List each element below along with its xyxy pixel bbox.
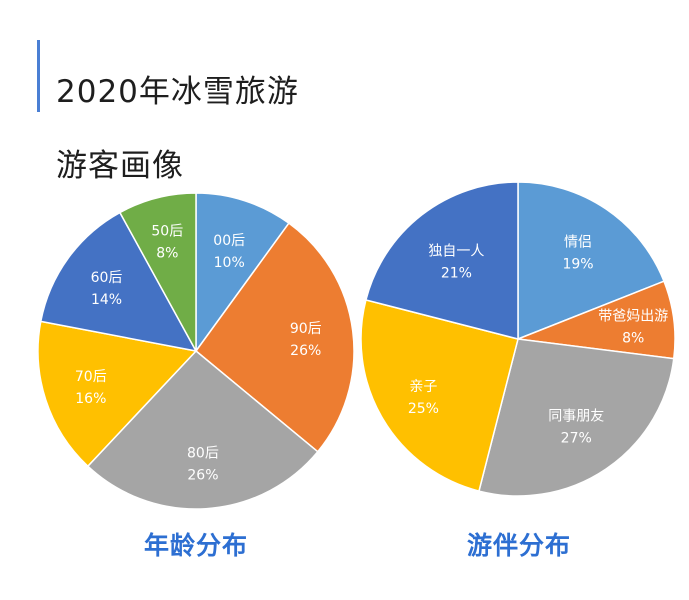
pie-slice <box>195 192 290 354</box>
title-line-2: 游客画像 <box>56 148 184 184</box>
pie-slice <box>517 181 665 341</box>
pie-slice <box>194 222 355 453</box>
slice-category-label: 情侣 <box>564 235 592 251</box>
slice-percent-label: 26% <box>187 467 218 483</box>
slice-percent-label: 26% <box>290 343 321 359</box>
pie-slice <box>39 211 198 353</box>
companion-chart-caption: 游伴分布 <box>466 531 571 560</box>
slice-percent-label: 21% <box>441 266 472 282</box>
title-accent-bar <box>37 40 40 112</box>
pie-slice <box>365 181 519 340</box>
age-chart-caption: 年龄分布 <box>143 531 248 560</box>
slice-percent-label: 8% <box>622 330 644 346</box>
pie-slice <box>360 299 519 492</box>
page-title: 2020年冰雪旅游 游客画像 <box>56 37 299 222</box>
pie-slice <box>118 192 197 352</box>
pie-slice <box>86 349 319 510</box>
slice-percent-label: 19% <box>562 257 593 273</box>
slice-percent-label: 27% <box>561 431 592 447</box>
slice-category-label: 60后 <box>91 270 123 286</box>
slice-category-label: 80后 <box>187 445 219 461</box>
slice-category-label: 带爸妈出游 <box>598 308 668 324</box>
age-pie-chart: 00后 10% 90后 26% 80后 26% 70后 16% 60后 14% 50后 8% <box>37 192 355 510</box>
slice-category-label: 亲子 <box>409 379 437 395</box>
slice-category-label: 50后 <box>151 223 183 239</box>
companion-pie-chart: 情侣 19% 带爸妈出游 8% 同事朋友 27% 亲子 25% 独自一人 21% <box>360 181 676 497</box>
slice-category-label: 70后 <box>75 369 107 385</box>
slice-percent-label: 25% <box>408 401 439 417</box>
slice-category-label: 00后 <box>213 233 245 249</box>
slice-percent-label: 14% <box>91 292 122 308</box>
slice-category-label: 同事朋友 <box>548 409 604 425</box>
slice-percent-label: 16% <box>75 391 106 407</box>
slice-category-label: 独自一人 <box>428 244 484 260</box>
pie-slice <box>37 320 198 468</box>
pie-slice <box>478 338 675 497</box>
title-line-1: 2020年冰雪旅游 <box>56 74 299 110</box>
slice-percent-label: 10% <box>214 255 245 271</box>
slice-category-label: 90后 <box>290 321 322 337</box>
slice-percent-label: 8% <box>156 245 178 261</box>
